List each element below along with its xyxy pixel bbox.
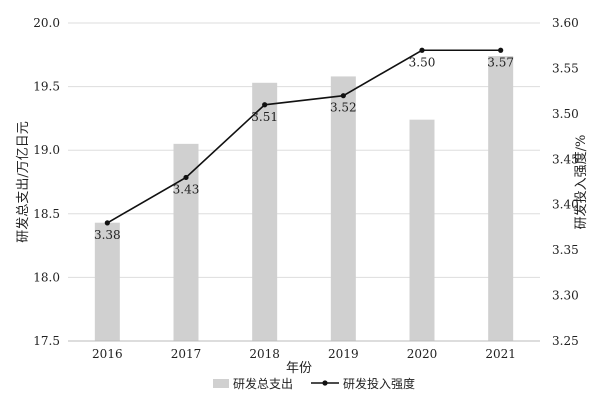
- y-left-tick-label: 19.5: [33, 80, 60, 94]
- bar-series: [94, 56, 514, 342]
- y-left-tick-label: 18.5: [33, 207, 60, 221]
- y-axis-right-title: 研发投入强度/%: [573, 135, 589, 230]
- y-axis-right: 3.25 3.30 3.35 3.40 3.45 3.50 3.55 3.60: [552, 16, 579, 348]
- data-label: 3.38: [94, 228, 121, 242]
- gridlines: [68, 22, 540, 278]
- y-right-tick-label: 3.35: [552, 243, 579, 257]
- x-tick-label: 2019: [328, 347, 359, 361]
- x-tick-label: 2017: [171, 347, 202, 361]
- line-path: [106, 49, 501, 224]
- line-point: [262, 102, 268, 108]
- legend-label-line: 研发投入强度: [343, 376, 415, 391]
- y-left-tick-label: 18.0: [33, 270, 60, 284]
- y-right-tick-label: 3.60: [552, 16, 579, 30]
- x-tick-label: 2020: [407, 347, 438, 361]
- legend-swatch-marker: [322, 380, 328, 386]
- line-point: [104, 220, 110, 226]
- bar: [173, 143, 199, 341]
- y-right-tick-label: 3.25: [552, 334, 579, 348]
- bar: [252, 82, 278, 341]
- y-left-tick-label: 20.0: [33, 16, 60, 30]
- bar: [94, 222, 120, 341]
- y-left-tick-label: 19.0: [33, 143, 60, 157]
- line-point: [419, 47, 425, 53]
- x-tick-label: 2018: [249, 347, 280, 361]
- data-label: 3.43: [173, 182, 200, 196]
- y-right-tick-label: 3.30: [552, 289, 579, 303]
- y-right-tick-label: 3.40: [552, 198, 579, 212]
- y-right-tick-label: 3.55: [552, 61, 579, 75]
- bar: [409, 119, 435, 341]
- line-point: [340, 93, 346, 99]
- y-axis-left: 17.5 18.0 18.5 19.0 19.5 20.0: [33, 16, 60, 348]
- legend: 研发总支出 研发投入强度: [213, 376, 415, 391]
- y-axis-left-title: 研发总支出/万亿日元: [15, 121, 31, 242]
- x-tick-label: 2016: [92, 347, 123, 361]
- y-left-tick-label: 17.5: [33, 334, 60, 348]
- line-point: [498, 47, 504, 53]
- line-point: [183, 174, 189, 181]
- x-axis: 2016 2017 2018 2019 2020 2021: [68, 340, 540, 361]
- x-axis-title: 年份: [286, 361, 312, 376]
- x-tick-label: 2021: [485, 347, 516, 361]
- legend-label-bar: 研发总支出: [233, 376, 293, 391]
- data-label: 3.52: [330, 101, 357, 115]
- y-right-tick-label: 3.45: [552, 152, 579, 166]
- legend-swatch-bar: [213, 379, 229, 388]
- data-label: 3.51: [251, 110, 278, 124]
- data-label: 3.50: [409, 55, 436, 69]
- line-series: 3.38 3.43 3.51 3.52 3.50 3.57: [94, 47, 514, 242]
- bar: [488, 56, 514, 342]
- y-right-tick-label: 3.50: [552, 107, 579, 121]
- data-label: 3.57: [487, 55, 514, 69]
- bar: [330, 76, 356, 341]
